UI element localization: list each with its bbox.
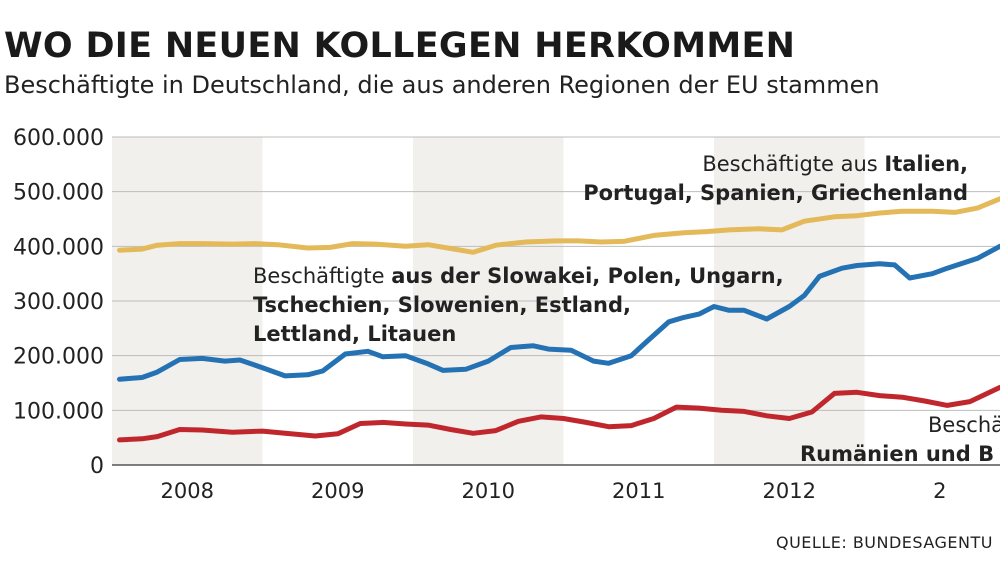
series-lines (117, 196, 1000, 443)
series-line-3 (117, 384, 1000, 443)
annotation-east-line3: Lettland, Litauen (253, 322, 456, 346)
chart-title: WO DIE NEUEN KOLLEGEN HERKOMMEN (4, 26, 796, 66)
x-tick-label: 2008 (161, 479, 214, 503)
x-tick-label: 2012 (763, 479, 816, 503)
series-line-1 (117, 196, 1000, 255)
x-tick-label: 2010 (462, 479, 515, 503)
y-tick-label: 100.000 (13, 399, 104, 424)
y-tick-label: 300.000 (13, 290, 104, 315)
y-tick-label: 400.000 (13, 235, 104, 260)
y-tick-label: 600.000 (13, 126, 104, 151)
annotation-south-bold: Italien, (884, 152, 968, 176)
y-tick-label: 0 (90, 454, 104, 479)
y-tick-label: 200.000 (13, 345, 104, 370)
annotation-south-line2: Portugal, Spanien, Griechenland (583, 181, 968, 205)
chart-subtitle: Beschäftigte in Deutschland, die aus and… (4, 71, 880, 99)
y-tick-label: 500.000 (13, 181, 104, 206)
x-tick-label: 2009 (311, 479, 364, 503)
annotation-south-normal: Beschäftigte aus (702, 152, 884, 176)
annotation-east-line2: Tschechien, Slowenien, Estland, (253, 293, 631, 317)
annotation-east-bold: aus der Slowakei, Polen, Ungarn, (391, 264, 783, 288)
annotation-romania-line1: Beschä (928, 413, 1000, 437)
annotation-south-line1: Beschäftigte aus Italien, (702, 152, 968, 176)
x-tick-label: 2011 (612, 479, 665, 503)
x-axis-ticks: 2008 2009 2010 2011 2012 2 (161, 479, 947, 503)
grid-lines (112, 136, 1000, 466)
annotation-east-line1: Beschäftigte aus der Slowakei, Polen, Un… (253, 264, 784, 288)
series-annotations: Beschäftigte aus Italien, Portugal, Span… (253, 152, 1000, 466)
line-chart: 600.000 500.000 400.000 300.000 200.000 100.0… (13, 126, 1000, 503)
source-note: QUELLE: BUNDESAGENTU (776, 533, 993, 552)
series-line-2 (117, 243, 1000, 382)
annotation-romania-line2: Rumänien und B (800, 442, 994, 466)
y-axis-ticks: 600.000 500.000 400.000 300.000 200.000 100.0… (13, 126, 104, 479)
annotation-east-normal: Beschäftigte (253, 264, 391, 288)
x-tick-label: 2 (933, 479, 946, 503)
